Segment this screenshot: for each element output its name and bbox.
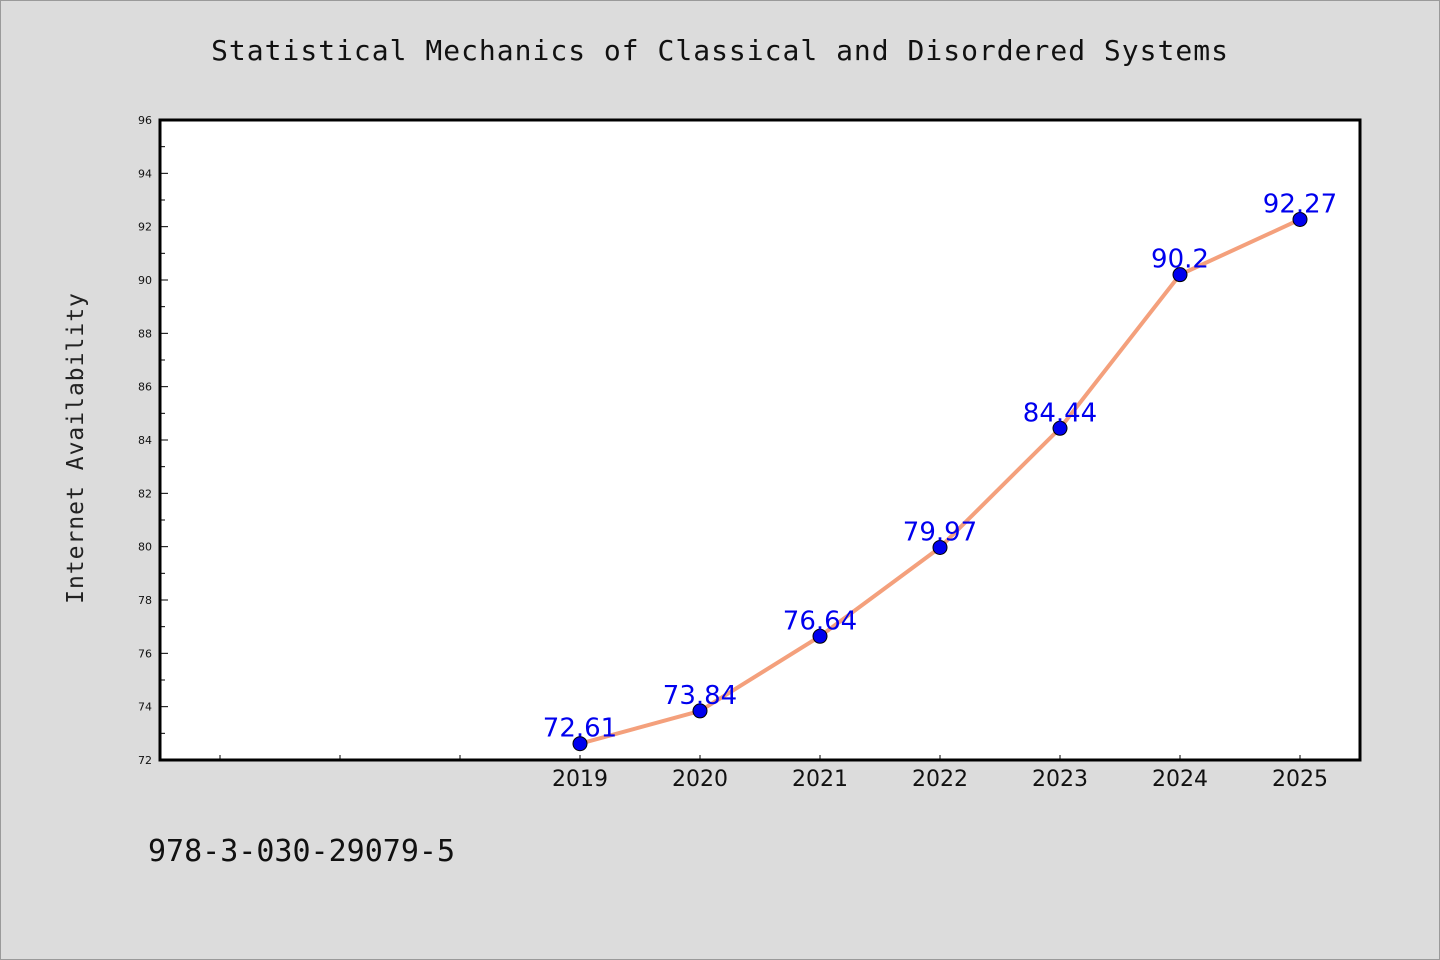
data-label: 76.64 (783, 606, 857, 636)
y-tick-label: 94 (138, 167, 152, 180)
y-tick-label: 72 (138, 754, 152, 767)
x-tick-label: 2022 (912, 767, 968, 792)
y-tick-label: 96 (138, 114, 152, 127)
x-tick-label: 2024 (1152, 767, 1208, 792)
plot-area (160, 120, 1360, 760)
data-point (692, 703, 708, 719)
y-tick-label: 76 (138, 647, 152, 660)
x-tick-label: 2020 (672, 767, 728, 792)
data-point (1292, 211, 1308, 227)
y-tick-label: 86 (138, 381, 152, 394)
data-label: 79.97 (903, 517, 977, 547)
chart-title: Statistical Mechanics of Classical and D… (211, 34, 1229, 67)
y-tick-label: 90 (138, 274, 152, 287)
y-tick-label: 84 (138, 434, 152, 447)
data-label: 84.44 (1023, 398, 1097, 428)
plot-border (158, 118, 1362, 762)
data-label: 92.27 (1263, 189, 1337, 219)
data-label: 73.84 (663, 681, 737, 711)
data-point (572, 736, 588, 752)
data-point (812, 628, 828, 644)
data-point (1052, 420, 1068, 436)
data-point (1172, 267, 1188, 283)
data-label: 90.2 (1151, 245, 1209, 275)
isbn-text: 978-3-030-29079-5 (148, 834, 456, 869)
y-tick-label: 78 (138, 594, 152, 607)
x-tick-label: 2025 (1272, 767, 1328, 792)
data-label: 72.61 (543, 714, 617, 744)
x-tick-label: 2019 (552, 767, 608, 792)
y-tick-label: 74 (138, 701, 152, 714)
y-tick-label: 92 (138, 221, 152, 234)
y-tick-label: 88 (138, 327, 152, 340)
y-tick-label: 82 (138, 487, 152, 500)
data-point (932, 539, 948, 555)
x-tick-label: 2023 (1032, 767, 1088, 792)
y-tick-label: 80 (138, 541, 152, 554)
x-tick-label: 2021 (792, 767, 848, 792)
